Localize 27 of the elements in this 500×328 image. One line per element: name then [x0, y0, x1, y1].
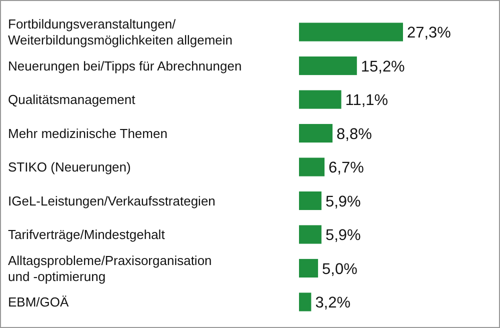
data-label: 8,8% [336, 126, 372, 143]
bar [299, 56, 357, 76]
y-tick-label: IGeL-Leistungen/Verkaufsstrategien [8, 193, 216, 208]
data-label: 5,9% [325, 227, 362, 244]
y-tick-label: Tarifverträge/Mindestgehalt [8, 227, 166, 242]
bar [299, 22, 403, 42]
y-tick-label: EBM/GOÄ [8, 294, 70, 310]
y-tick-label: Neuerungen bei/Tipps für Abrechnungen [8, 58, 242, 74]
bar [299, 158, 325, 176]
data-label: 15,2% [360, 58, 406, 76]
bar [299, 292, 312, 312]
data-label: 6,7% [328, 160, 364, 177]
data-label: 5,0% [322, 260, 358, 278]
bar [299, 258, 318, 278]
y-tick-label: Fortbildungsveranstaltungen/ Weiterbildungsmöglichkeiten allgemein [8, 16, 232, 48]
y-tick-label: Mehr medizinische Themen [8, 126, 168, 141]
data-label: 3,2% [315, 294, 351, 312]
data-label: 27,3% [407, 24, 452, 42]
bar [299, 191, 322, 210]
y-tick-label: Alltagsprobleme/Praxisorganisation und -optimierung [8, 252, 212, 284]
data-label: 11,1% [345, 92, 388, 110]
y-tick-label: STIKO (Neuerungen) [8, 160, 131, 175]
bar [299, 225, 322, 244]
data-label: 5,9% [325, 193, 362, 210]
bar [299, 90, 342, 109]
bar [299, 124, 333, 143]
y-tick-label: Qualitätsmanagement [8, 92, 136, 108]
